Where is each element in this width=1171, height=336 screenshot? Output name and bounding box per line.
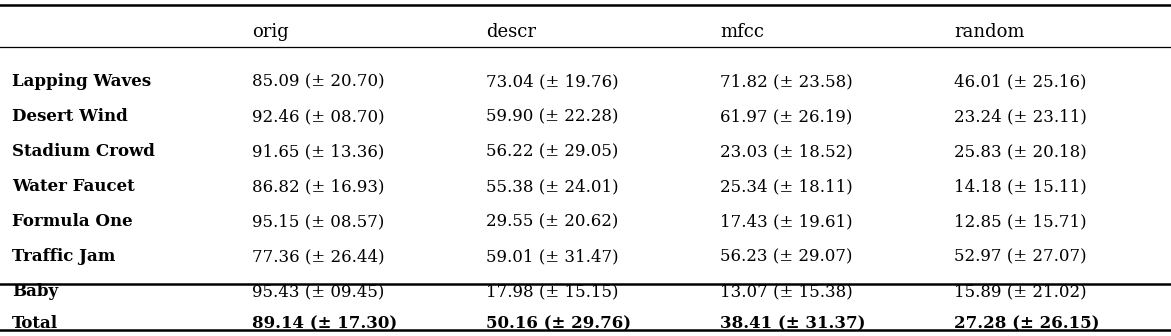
Text: 17.98 (± 15.15): 17.98 (± 15.15) <box>486 283 618 300</box>
Text: Baby: Baby <box>12 283 57 300</box>
Text: descr: descr <box>486 23 536 41</box>
Text: Formula One: Formula One <box>12 213 132 230</box>
Text: Water Faucet: Water Faucet <box>12 178 135 195</box>
Text: random: random <box>954 23 1025 41</box>
Text: 86.82 (± 16.93): 86.82 (± 16.93) <box>252 178 384 195</box>
Text: 89.14 (± 17.30): 89.14 (± 17.30) <box>252 315 397 332</box>
Text: 13.07 (± 15.38): 13.07 (± 15.38) <box>720 283 852 300</box>
Text: 92.46 (± 08.70): 92.46 (± 08.70) <box>252 108 384 125</box>
Text: 27.28 (± 26.15): 27.28 (± 26.15) <box>954 315 1100 332</box>
Text: 73.04 (± 19.76): 73.04 (± 19.76) <box>486 73 618 90</box>
Text: 25.83 (± 20.18): 25.83 (± 20.18) <box>954 143 1087 160</box>
Text: 15.89 (± 21.02): 15.89 (± 21.02) <box>954 283 1087 300</box>
Text: 55.38 (± 24.01): 55.38 (± 24.01) <box>486 178 618 195</box>
Text: 17.43 (± 19.61): 17.43 (± 19.61) <box>720 213 852 230</box>
Text: 85.09 (± 20.70): 85.09 (± 20.70) <box>252 73 384 90</box>
Text: 23.24 (± 23.11): 23.24 (± 23.11) <box>954 108 1087 125</box>
Text: 71.82 (± 23.58): 71.82 (± 23.58) <box>720 73 852 90</box>
Text: 59.01 (± 31.47): 59.01 (± 31.47) <box>486 248 618 265</box>
Text: 38.41 (± 31.37): 38.41 (± 31.37) <box>720 315 865 332</box>
Text: 23.03 (± 18.52): 23.03 (± 18.52) <box>720 143 852 160</box>
Text: 91.65 (± 13.36): 91.65 (± 13.36) <box>252 143 384 160</box>
Text: 52.97 (± 27.07): 52.97 (± 27.07) <box>954 248 1087 265</box>
Text: 95.43 (± 09.45): 95.43 (± 09.45) <box>252 283 384 300</box>
Text: 14.18 (± 15.11): 14.18 (± 15.11) <box>954 178 1087 195</box>
Text: 56.23 (± 29.07): 56.23 (± 29.07) <box>720 248 852 265</box>
Text: 50.16 (± 29.76): 50.16 (± 29.76) <box>486 315 631 332</box>
Text: 56.22 (± 29.05): 56.22 (± 29.05) <box>486 143 618 160</box>
Text: orig: orig <box>252 23 288 41</box>
Text: Lapping Waves: Lapping Waves <box>12 73 151 90</box>
Text: 46.01 (± 25.16): 46.01 (± 25.16) <box>954 73 1087 90</box>
Text: 61.97 (± 26.19): 61.97 (± 26.19) <box>720 108 852 125</box>
Text: Desert Wind: Desert Wind <box>12 108 128 125</box>
Text: mfcc: mfcc <box>720 23 765 41</box>
Text: 77.36 (± 26.44): 77.36 (± 26.44) <box>252 248 384 265</box>
Text: Stadium Crowd: Stadium Crowd <box>12 143 155 160</box>
Text: 59.90 (± 22.28): 59.90 (± 22.28) <box>486 108 618 125</box>
Text: Traffic Jam: Traffic Jam <box>12 248 115 265</box>
Text: 95.15 (± 08.57): 95.15 (± 08.57) <box>252 213 384 230</box>
Text: Total: Total <box>12 315 57 332</box>
Text: 25.34 (± 18.11): 25.34 (± 18.11) <box>720 178 852 195</box>
Text: 12.85 (± 15.71): 12.85 (± 15.71) <box>954 213 1087 230</box>
Text: 29.55 (± 20.62): 29.55 (± 20.62) <box>486 213 618 230</box>
